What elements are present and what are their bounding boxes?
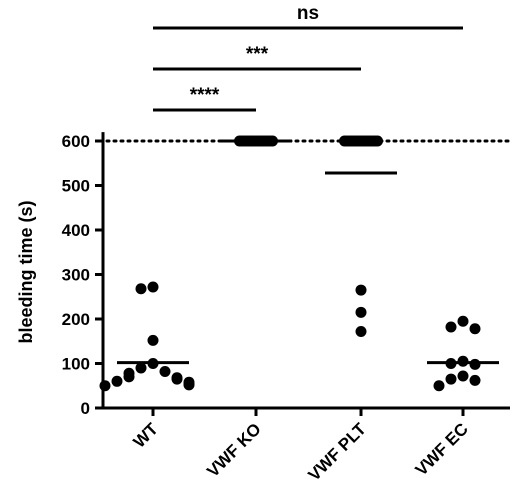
y-tick-label: 300 bbox=[62, 266, 90, 285]
y-tick-label: 100 bbox=[62, 355, 90, 374]
data-point-vwf-ec bbox=[445, 321, 457, 333]
y-axis: 0 100 200 300 400 500 600 bbox=[62, 132, 105, 418]
y-tick-label: 500 bbox=[62, 177, 90, 196]
data-point-vwf-plt bbox=[355, 306, 367, 318]
data-point-wt bbox=[123, 371, 135, 383]
y-axis-label: bleeding time (s) bbox=[16, 200, 36, 343]
significance-label-vwf-ko: **** bbox=[190, 85, 220, 106]
y-tick-label: 200 bbox=[62, 310, 90, 329]
significance-label-vwf-ec: ns bbox=[297, 3, 319, 24]
data-point-vwf-ec bbox=[457, 370, 469, 382]
data-point-wt bbox=[135, 362, 147, 374]
data-points bbox=[99, 135, 481, 392]
data-point-vwf-ec bbox=[469, 374, 481, 386]
data-point-vwf-ec bbox=[457, 315, 469, 327]
data-point-vwf-ec bbox=[469, 323, 481, 335]
x-tick-label-vwf-ko: VWF KO bbox=[203, 419, 265, 481]
y-tick-label: 600 bbox=[62, 132, 90, 151]
data-point-vwf-ec bbox=[469, 358, 481, 370]
data-point-wt bbox=[183, 379, 195, 391]
data-point-vwf-ec bbox=[445, 373, 457, 385]
x-tick-label-vwf-ec: VWF EC bbox=[412, 419, 472, 479]
data-point-vwf-plt bbox=[355, 325, 367, 337]
data-point-vwf-plt bbox=[372, 135, 383, 147]
data-point-wt bbox=[111, 375, 123, 387]
data-point-wt bbox=[147, 281, 159, 293]
y-tick-label: 400 bbox=[62, 221, 90, 240]
data-point-wt bbox=[135, 283, 147, 295]
significance-label-vwf-plt: *** bbox=[246, 44, 269, 65]
x-tick-label-vwf-plt: VWF PLT bbox=[305, 419, 371, 485]
data-point-vwf-plt bbox=[355, 284, 367, 296]
data-point-vwf-ec bbox=[433, 380, 445, 392]
significance-brackets: *******ns bbox=[153, 3, 463, 112]
mean-lines bbox=[117, 139, 499, 365]
data-point-wt bbox=[99, 380, 111, 392]
x-axis: WT VWF KO VWF PLT VWF EC bbox=[103, 406, 510, 485]
data-point-wt bbox=[147, 334, 159, 346]
data-point-wt bbox=[171, 373, 183, 385]
y-tick-label: 0 bbox=[81, 399, 90, 418]
data-point-wt bbox=[159, 366, 171, 378]
x-tick-label-wt: WT bbox=[130, 419, 163, 452]
